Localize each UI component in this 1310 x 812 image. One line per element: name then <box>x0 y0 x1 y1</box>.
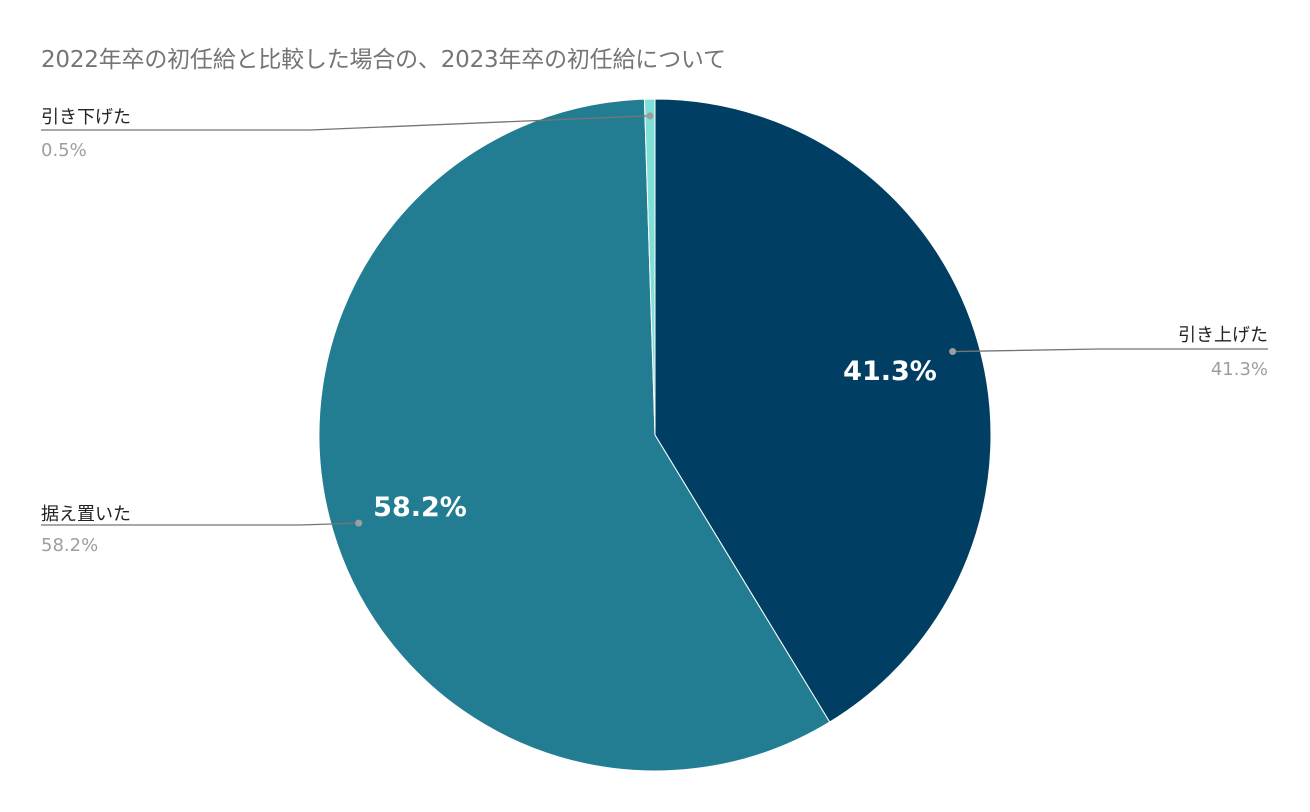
leader-line-2 <box>41 115 651 131</box>
leader-dot-1 <box>355 519 363 527</box>
callout-label-2: 引き下げた <box>41 107 131 128</box>
leader-line-0 <box>952 348 1268 353</box>
leader-dot-2 <box>646 112 654 120</box>
callout-value-1: 58.2% <box>41 535 98 556</box>
pie-slice-0 <box>654 98 992 723</box>
chart-title: 2022年卒の初任給と比較した場合の、2023年卒の初任給について <box>41 47 726 73</box>
callout-label-1: 据え置いた <box>41 504 131 525</box>
pie-slice-2 <box>643 98 656 436</box>
slice-data-label-1: 58.2% <box>373 492 467 523</box>
callout-value-2: 0.5% <box>41 140 87 161</box>
callout-value-0: 41.3% <box>1211 359 1268 380</box>
pie-slice-1 <box>318 98 831 772</box>
leader-line-1 <box>41 522 359 526</box>
leader-dot-0 <box>949 348 957 356</box>
slice-data-label-0: 41.3% <box>843 356 937 387</box>
callout-label-0: 引き上げた <box>1178 325 1268 346</box>
